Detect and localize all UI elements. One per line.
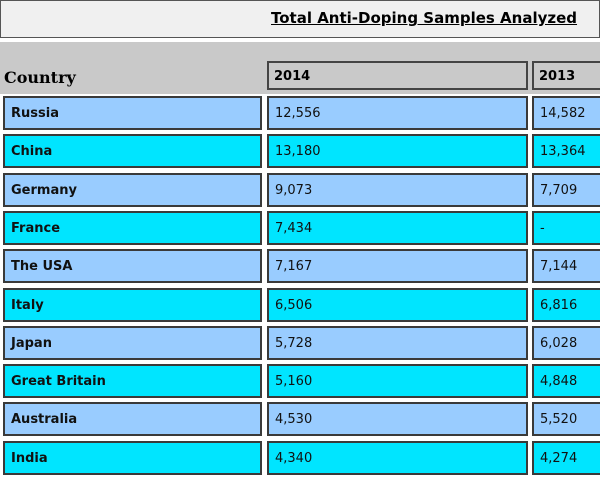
cell-country: Great Britain: [3, 364, 262, 398]
table-row: Germany 9,073 7,709: [0, 173, 600, 209]
cell-2013: 6,816: [532, 288, 600, 322]
cell-country: Australia: [3, 402, 262, 436]
cell-2014: 9,073: [267, 173, 528, 207]
header-2014: 2014: [267, 61, 528, 90]
cell-2014: 5,728: [267, 326, 528, 360]
cell-2014: 12,556: [267, 96, 528, 130]
table-row: China 13,180 13,364: [0, 134, 600, 170]
table-title: Total Anti-Doping Samples Analyzed: [271, 9, 578, 27]
table-row: The USA 7,167 7,144: [0, 249, 600, 285]
cell-country: Japan: [3, 326, 262, 360]
header-country: Country: [4, 68, 76, 87]
cell-2013: 4,848: [532, 364, 600, 398]
cell-2013: 5,520: [532, 402, 600, 436]
header-2013: 2013: [532, 61, 600, 90]
cell-2013: 7,709: [532, 173, 600, 207]
cell-country: Germany: [3, 173, 262, 207]
cell-country: China: [3, 134, 262, 168]
cell-country: France: [3, 211, 262, 245]
table-row: France 7,434-: [0, 211, 600, 247]
cell-2014: 13,180: [267, 134, 528, 168]
cell-2013: 6,028: [532, 326, 600, 360]
title-banner: Total Anti-Doping Samples Analyzed: [0, 0, 600, 38]
table-row: Italy 6,506 6,816: [0, 288, 600, 324]
cell-2013: 14,582: [532, 96, 600, 130]
cell-2014: 4,530: [267, 402, 528, 436]
cell-country: Italy: [3, 288, 262, 322]
cell-2013: 7,144: [532, 249, 600, 283]
cell-2013: -: [532, 211, 600, 245]
table-row: Russia 12,556 14,582: [0, 96, 600, 132]
cell-2014: 7,434: [267, 211, 528, 245]
table-row: India 4,340 4,274: [0, 441, 600, 477]
cell-2014: 7,167: [267, 249, 528, 283]
cell-2014: 4,340: [267, 441, 528, 475]
table-row: Australia 4,530 5,520: [0, 402, 600, 438]
cell-country: India: [3, 441, 262, 475]
table-row: Great Britain 5,160 4,848: [0, 364, 600, 400]
cell-country: Russia: [3, 96, 262, 130]
cell-2014: 6,506: [267, 288, 528, 322]
table-row: Japan 5,728 6,028: [0, 326, 600, 362]
cell-2013: 13,364: [532, 134, 600, 168]
cell-country: The USA: [3, 249, 262, 283]
cell-2013: 4,274: [532, 441, 600, 475]
cell-2014: 5,160: [267, 364, 528, 398]
